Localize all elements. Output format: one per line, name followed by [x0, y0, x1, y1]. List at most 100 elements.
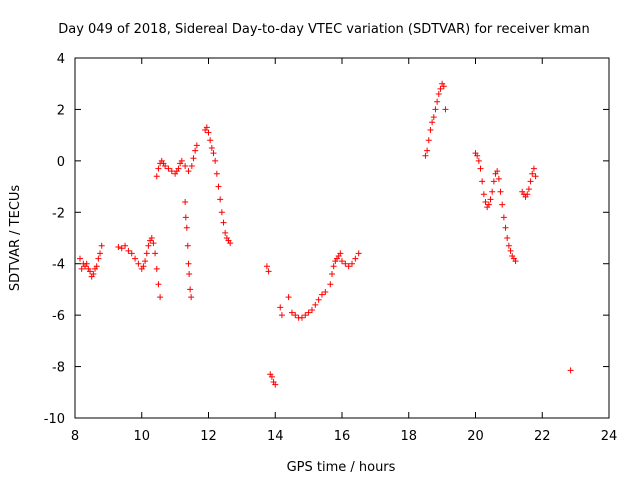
data-point — [145, 242, 152, 249]
data-point — [272, 381, 279, 388]
data-point — [288, 309, 295, 316]
data-point — [78, 265, 85, 272]
y-tick-label: -2 — [52, 206, 65, 221]
data-point — [437, 85, 444, 92]
data-point — [302, 312, 309, 319]
data-point — [203, 124, 210, 131]
data-point — [132, 255, 139, 262]
data-point — [115, 244, 122, 250]
data-point — [512, 258, 519, 265]
data-point — [182, 214, 189, 221]
y-tick-label: -10 — [44, 412, 65, 427]
data-point — [217, 196, 224, 203]
x-tick-label: 18 — [400, 429, 417, 444]
data-point — [175, 165, 182, 172]
data-point — [298, 314, 305, 321]
data-point — [349, 260, 356, 267]
data-point — [429, 119, 436, 126]
data-point — [183, 224, 190, 231]
data-point — [285, 294, 292, 301]
data-point — [95, 255, 102, 262]
data-point — [424, 147, 431, 154]
data-point — [422, 152, 429, 159]
data-point — [502, 224, 509, 231]
data-point — [525, 186, 532, 193]
data-points — [77, 80, 574, 388]
data-point — [330, 263, 337, 270]
y-tick-label: 4 — [57, 52, 65, 67]
data-point — [430, 114, 437, 121]
data-point — [182, 163, 189, 169]
data-point — [142, 258, 149, 265]
data-point — [188, 163, 195, 169]
plot-frame — [74, 57, 610, 419]
data-point — [188, 294, 195, 301]
data-point — [352, 255, 359, 262]
data-point — [215, 183, 222, 190]
data-point — [477, 165, 484, 172]
data-point — [122, 242, 129, 249]
data-point — [128, 250, 135, 257]
data-point — [480, 191, 487, 198]
data-point — [442, 106, 449, 113]
x-tick-label: 14 — [267, 429, 284, 444]
data-point — [98, 242, 105, 249]
data-point — [153, 173, 160, 180]
data-point — [440, 83, 447, 90]
y-tick-label: -6 — [52, 309, 65, 324]
data-point — [490, 178, 497, 185]
data-point — [97, 250, 104, 257]
data-point — [489, 188, 496, 195]
data-point — [507, 247, 514, 254]
data-point — [497, 188, 504, 195]
data-point — [93, 263, 100, 270]
data-point — [150, 240, 157, 247]
data-point — [263, 263, 270, 270]
data-point — [222, 229, 229, 236]
data-point — [87, 268, 94, 275]
y-tick-label: -4 — [52, 258, 65, 273]
data-point — [567, 367, 574, 374]
data-point — [178, 157, 185, 164]
data-point — [432, 106, 439, 113]
data-point — [208, 145, 215, 151]
y-tick-label: -8 — [52, 361, 65, 376]
x-axis-label: GPS time / hours — [287, 460, 396, 475]
data-point — [355, 250, 362, 257]
x-tick-label: 12 — [200, 429, 217, 444]
data-point — [118, 245, 125, 252]
x-tick-label: 10 — [133, 429, 150, 444]
data-point — [152, 250, 159, 257]
data-point — [434, 98, 441, 105]
data-point — [308, 307, 315, 313]
data-point — [135, 260, 142, 267]
data-point — [318, 291, 325, 298]
data-point — [77, 255, 84, 262]
data-point — [185, 168, 192, 175]
x-tick-label: 8 — [71, 429, 79, 444]
x-tick-label: 20 — [467, 429, 484, 444]
data-point — [205, 129, 212, 136]
data-point — [153, 265, 160, 272]
data-point — [315, 296, 322, 303]
data-point — [125, 247, 132, 254]
data-point — [505, 242, 512, 249]
data-point — [165, 165, 172, 172]
data-point — [342, 260, 349, 267]
data-point — [143, 250, 150, 257]
data-point — [305, 309, 312, 316]
data-point — [184, 242, 191, 249]
data-point — [90, 271, 97, 277]
y-tick-label: 2 — [57, 103, 65, 118]
data-point — [292, 312, 299, 319]
data-point — [475, 157, 482, 164]
data-point — [345, 263, 352, 270]
data-point — [312, 301, 319, 308]
data-point — [220, 219, 227, 226]
data-point — [207, 137, 214, 144]
data-point — [435, 91, 442, 97]
data-point — [268, 373, 275, 380]
data-point — [182, 199, 189, 205]
data-point — [83, 260, 90, 267]
